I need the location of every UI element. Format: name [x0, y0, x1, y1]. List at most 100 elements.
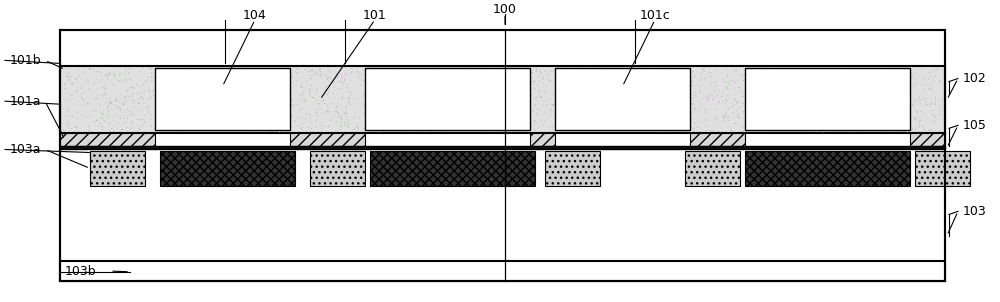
- Point: [524, 70, 540, 75]
- Point: [294, 92, 310, 97]
- Point: [834, 70, 850, 75]
- Point: [94, 116, 110, 120]
- Point: [479, 98, 495, 102]
- Point: [125, 120, 141, 125]
- Point: [454, 86, 470, 91]
- Point: [354, 70, 370, 75]
- Point: [730, 115, 746, 120]
- Point: [414, 88, 430, 93]
- Point: [542, 69, 558, 73]
- Point: [809, 118, 825, 123]
- Point: [848, 97, 864, 102]
- Point: [510, 119, 526, 124]
- Point: [854, 119, 870, 124]
- Point: [371, 70, 387, 75]
- Point: [528, 67, 544, 72]
- Point: [793, 105, 809, 110]
- Point: [734, 94, 750, 99]
- Point: [847, 77, 863, 82]
- Point: [426, 88, 442, 93]
- Point: [566, 83, 582, 88]
- Point: [829, 119, 845, 124]
- Point: [517, 67, 533, 72]
- Point: [240, 75, 256, 79]
- Point: [755, 82, 771, 87]
- Point: [227, 83, 243, 88]
- Point: [584, 89, 600, 94]
- Point: [445, 72, 461, 77]
- Point: [309, 71, 325, 76]
- Point: [278, 104, 294, 108]
- Point: [870, 98, 886, 102]
- Point: [756, 66, 772, 71]
- Point: [503, 67, 519, 72]
- Point: [225, 105, 241, 110]
- Point: [781, 119, 797, 124]
- Point: [266, 108, 282, 113]
- Point: [681, 93, 697, 98]
- Point: [837, 78, 853, 82]
- Point: [822, 80, 838, 85]
- Point: [928, 92, 944, 97]
- Point: [319, 83, 335, 88]
- Point: [842, 68, 858, 72]
- Point: [811, 121, 827, 126]
- Point: [920, 82, 936, 87]
- Point: [486, 95, 502, 99]
- Point: [523, 120, 539, 125]
- Point: [559, 91, 575, 96]
- Point: [673, 73, 689, 78]
- Point: [257, 123, 273, 127]
- Point: [76, 96, 92, 101]
- Point: [700, 95, 716, 100]
- Point: [613, 99, 629, 104]
- Point: [748, 70, 764, 75]
- Point: [121, 94, 137, 99]
- Point: [474, 111, 490, 116]
- Point: [627, 98, 643, 103]
- Point: [562, 97, 578, 101]
- Point: [752, 106, 768, 111]
- Point: [667, 123, 683, 127]
- Point: [142, 65, 158, 70]
- Point: [630, 69, 646, 74]
- Point: [783, 129, 799, 133]
- Point: [464, 125, 480, 130]
- Text: 105: 105: [963, 119, 987, 132]
- Point: [529, 121, 545, 126]
- Point: [443, 72, 459, 77]
- Point: [195, 109, 211, 114]
- Point: [895, 78, 911, 83]
- Point: [124, 98, 140, 103]
- Point: [490, 103, 506, 108]
- Point: [82, 125, 98, 130]
- Point: [333, 120, 349, 125]
- Point: [196, 82, 212, 86]
- Point: [924, 101, 940, 106]
- Point: [728, 98, 744, 103]
- Point: [577, 72, 593, 76]
- Point: [407, 118, 423, 123]
- Point: [122, 109, 138, 114]
- Point: [679, 112, 695, 117]
- Point: [545, 102, 561, 107]
- Point: [577, 97, 593, 102]
- Point: [119, 130, 135, 134]
- Point: [255, 110, 271, 115]
- Point: [463, 115, 479, 120]
- Point: [377, 128, 393, 133]
- Point: [428, 74, 444, 79]
- Bar: [745, 151, 910, 186]
- Point: [465, 94, 481, 98]
- Point: [301, 69, 317, 74]
- Point: [65, 82, 81, 87]
- Point: [533, 69, 549, 74]
- Point: [713, 69, 729, 73]
- Point: [186, 113, 202, 118]
- Point: [841, 118, 857, 123]
- Point: [191, 113, 207, 118]
- Point: [242, 129, 258, 133]
- Point: [512, 89, 528, 94]
- Point: [512, 74, 528, 79]
- Point: [99, 113, 115, 117]
